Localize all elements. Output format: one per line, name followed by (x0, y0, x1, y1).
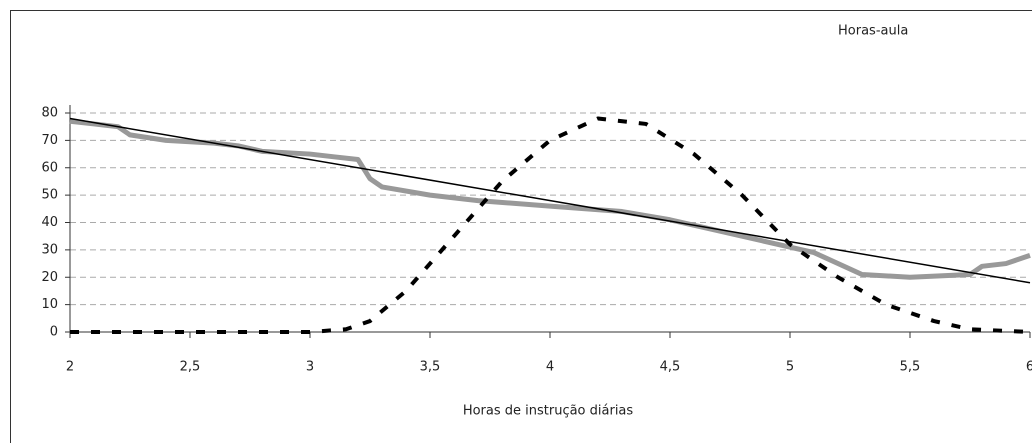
x-tick-label: 3 (306, 360, 314, 375)
x-tick-label: 4 (546, 360, 554, 375)
x-tick-label: 2 (66, 360, 74, 375)
x-tick-label: 4,5 (660, 360, 681, 375)
x-axis-label: Horas de instrução diárias (463, 404, 634, 419)
y-tick-label: 30 (41, 242, 58, 257)
x-tick-label: 3,5 (420, 360, 441, 375)
series-line (70, 116, 1031, 334)
x-tick-label: 5 (786, 360, 794, 375)
y-tick-label: 0 (50, 325, 58, 340)
series-line (69, 117, 1031, 284)
y-tick-label: 40 (41, 215, 58, 230)
y-tick-label: 80 (41, 106, 58, 121)
y-tick-label: 50 (41, 188, 58, 203)
series-line (69, 118, 1031, 280)
y-tick-label: 70 (41, 133, 58, 148)
y-tick-label: 60 (41, 160, 58, 175)
y-tick-label: 10 (41, 297, 58, 312)
x-tick-label: 5,5 (900, 360, 921, 375)
x-tick-label: 2,5 (180, 360, 201, 375)
y-tick-label: 20 (41, 270, 58, 285)
x-tick-label: 6 (1026, 360, 1032, 375)
chart-frame (10, 10, 1032, 443)
legend-label: Horas-aula (838, 24, 908, 39)
